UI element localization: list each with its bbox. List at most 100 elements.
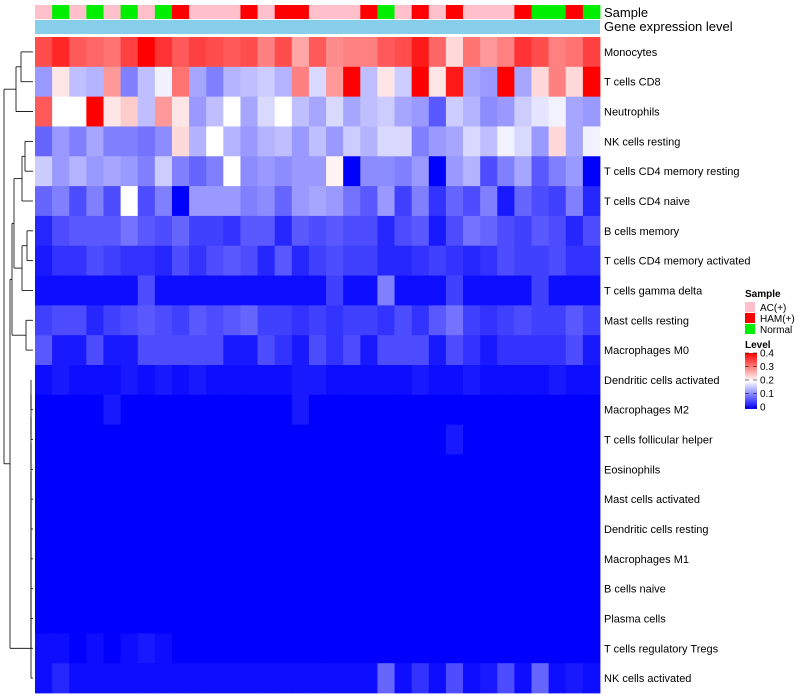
heatmap-cell: [120, 96, 139, 127]
heatmap-cell: [548, 603, 567, 634]
heatmap-cell: [206, 543, 224, 575]
heatmap-cell: [548, 573, 567, 604]
heatmap-cell: [52, 245, 70, 276]
heatmap-cell: [445, 603, 464, 634]
heatmap-cell: [52, 633, 70, 664]
sample-annotation-cell: [343, 5, 361, 19]
heatmap-cell: [274, 96, 293, 127]
heatmap-cell: [86, 126, 104, 157]
heatmap-cell: [189, 573, 207, 604]
heatmap-cell: [582, 245, 601, 276]
row-label: Monocytes: [604, 47, 658, 59]
heatmap-cell: [120, 66, 139, 98]
heatmap-cell: [428, 37, 447, 68]
heatmap-cell: [171, 186, 190, 217]
heatmap-cell: [240, 186, 258, 217]
heatmap-cell: [497, 305, 515, 336]
heatmap-cell: [86, 245, 104, 276]
heatmap-cell: [428, 156, 447, 187]
heatmap-cell: [445, 96, 464, 127]
heatmap-cell: [52, 186, 70, 217]
heatmap-cell: [548, 335, 567, 366]
heatmap-cell: [480, 275, 498, 306]
heatmap-cell: [308, 156, 327, 187]
heatmap-cell: [154, 305, 173, 336]
heatmap-cell: [223, 156, 241, 187]
heatmap-cell: [514, 394, 532, 426]
heatmap-cell: [120, 335, 139, 366]
heatmap-cell: [240, 37, 258, 68]
heatmap-cell: [480, 543, 498, 575]
heatmap-cell: [189, 245, 207, 276]
heatmap-cell: [52, 454, 70, 485]
heatmap-cell: [52, 514, 70, 545]
heatmap-cell: [531, 663, 550, 694]
heatmap-cell: [582, 603, 601, 634]
heatmap-cell: [360, 633, 378, 664]
heatmap-cell: [377, 394, 395, 426]
heatmap-cell: [308, 186, 327, 217]
heatmap-cell: [206, 186, 224, 217]
heatmap-cell: [206, 663, 224, 694]
heatmap-cell: [103, 335, 122, 366]
heatmap-cell: [411, 424, 430, 455]
heatmap-cell: [240, 215, 258, 247]
heatmap-cell: [548, 543, 567, 575]
heatmap-cell: [223, 454, 241, 485]
heatmap-cell: [377, 573, 395, 604]
heatmap-cell: [171, 156, 190, 187]
heatmap-cell: [360, 305, 378, 336]
heatmap-cell: [171, 663, 190, 694]
heatmap-cell: [308, 424, 327, 455]
heatmap-cell: [445, 156, 464, 187]
heatmap-cell: [69, 365, 87, 396]
heatmap-cell: [52, 365, 70, 396]
heatmap-cell: [394, 335, 413, 366]
heatmap-cell: [548, 156, 567, 187]
gene-expression-annotation-label: Gene expression level: [604, 19, 733, 34]
heatmap-cell: [206, 454, 224, 485]
heatmap-cell: [497, 603, 515, 634]
sample-annotation-cell: [377, 5, 395, 19]
heatmap-cell: [206, 365, 224, 396]
heatmap-cell: [343, 365, 361, 396]
row-label: NK cells activated: [604, 673, 691, 685]
heatmap-cell: [463, 275, 481, 306]
heatmap-cell: [582, 633, 601, 664]
heatmap-cell: [360, 335, 378, 366]
heatmap-cell: [86, 394, 104, 426]
heatmap-cell: [240, 454, 258, 485]
heatmap-cell: [120, 394, 139, 426]
row-dendrogram: [3, 51, 33, 679]
heatmap-cell: [445, 424, 464, 455]
heatmap-cell: [394, 573, 413, 604]
heatmap-cell: [428, 514, 447, 545]
heatmap-cell: [411, 394, 430, 426]
level-legend-title: Level: [745, 340, 771, 351]
heatmap-cell: [291, 603, 310, 634]
sample-annotation-cell: [445, 5, 464, 19]
heatmap-cell: [531, 335, 550, 366]
heatmap-cell: [463, 514, 481, 545]
heatmap-cell: [291, 633, 310, 664]
heatmap-cell: [120, 156, 139, 187]
row-label: T cells regulatory Tregs: [604, 643, 719, 655]
heatmap-cell: [69, 603, 87, 634]
heatmap-cell: [137, 186, 156, 217]
heatmap-cell: [480, 394, 498, 426]
level-tick-label: 0.4: [760, 349, 774, 360]
heatmap-cell: [343, 37, 361, 68]
heatmap-cell: [308, 365, 327, 396]
heatmap-cell: [137, 603, 156, 634]
row-label: B cells memory: [604, 226, 680, 238]
heatmap-cell: [223, 394, 241, 426]
heatmap-cell: [257, 156, 276, 187]
heatmap-cell: [35, 305, 53, 336]
heatmap-cell: [360, 514, 378, 545]
heatmap-cell: [69, 543, 87, 575]
heatmap-cell: [428, 245, 447, 276]
heatmap-cell: [377, 215, 395, 247]
heatmap-cell: [291, 514, 310, 545]
heatmap-cell: [137, 484, 156, 515]
